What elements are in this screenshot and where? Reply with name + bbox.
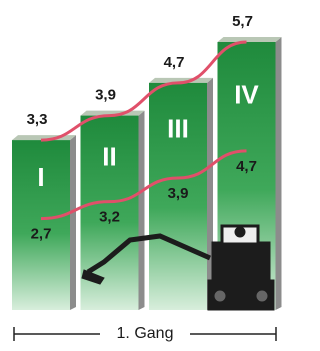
bar-side bbox=[276, 37, 282, 310]
value-label: 4,7 bbox=[164, 54, 185, 71]
value-label: 5,7 bbox=[232, 13, 253, 30]
inner-value-label: 2,7 bbox=[31, 226, 52, 243]
value-label: 3,9 bbox=[95, 87, 116, 104]
category-label: IV bbox=[234, 79, 259, 109]
bar-side bbox=[139, 111, 145, 310]
inner-value-label: 3,2 bbox=[99, 209, 120, 226]
inner-value-label: 4,7 bbox=[236, 158, 257, 175]
x-axis-label: 1. Gang bbox=[117, 325, 174, 342]
chart: 3,3 I 2,7 3,9 II 3,2 4,7 III 3,9 5,7 IV 4,7 1. Gang bbox=[0, 0, 283, 351]
inner-value-label: 3,9 bbox=[168, 185, 189, 202]
bar-side bbox=[70, 135, 76, 310]
category-label: I bbox=[37, 162, 44, 192]
category-label: II bbox=[102, 142, 116, 172]
value-label: 3,3 bbox=[27, 111, 48, 128]
category-label: III bbox=[167, 113, 189, 143]
bar-top bbox=[218, 37, 282, 42]
